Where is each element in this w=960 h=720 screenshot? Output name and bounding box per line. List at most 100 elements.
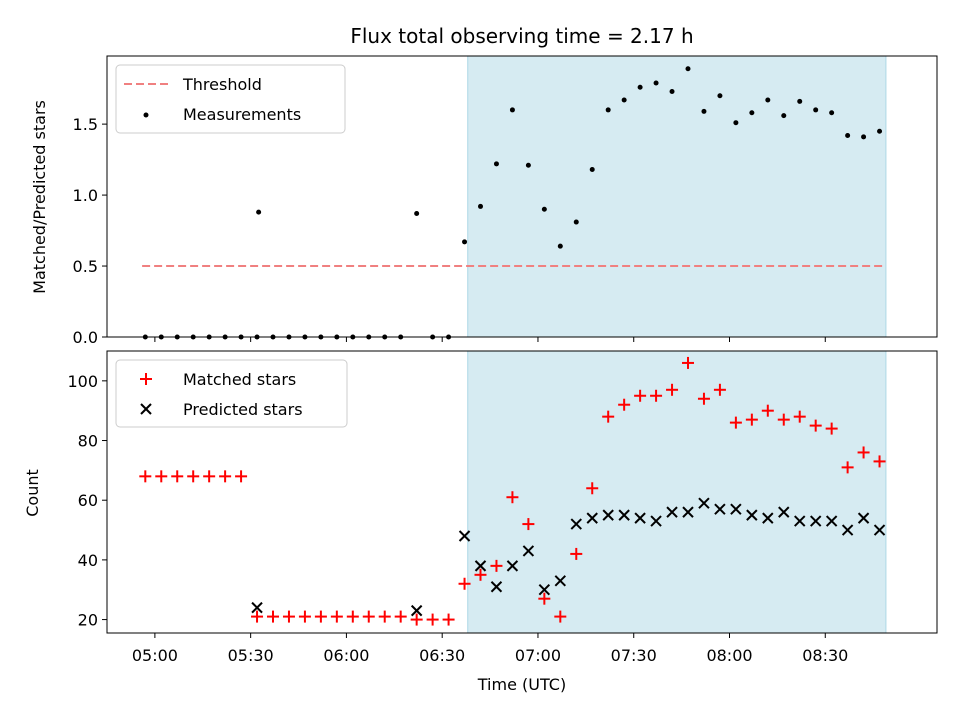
matched-star-point	[251, 610, 264, 623]
legend-matched-swatch	[140, 373, 152, 385]
top-y-tick-label: 0.0	[73, 328, 98, 347]
predicted-star-point	[251, 601, 263, 614]
chart-title: Flux total observing time = 2.17 h	[350, 24, 693, 48]
matched-star-point	[634, 389, 647, 402]
matched-star-point	[378, 610, 391, 623]
measurement-point	[797, 98, 803, 104]
x-tick-label: 05:00	[132, 646, 178, 665]
x-tick-label: 08:00	[706, 646, 752, 665]
measurement-point	[637, 84, 643, 90]
legend-predicted-swatch	[140, 403, 152, 415]
matched-star-point	[330, 610, 343, 623]
measurement-point	[541, 206, 547, 212]
predicted-star-point	[602, 509, 614, 521]
predicted-star-point	[586, 512, 598, 524]
matched-star-point	[522, 518, 535, 531]
matched-star-point	[618, 398, 631, 411]
matched-star-point	[394, 610, 407, 623]
measurement-point	[414, 211, 420, 217]
x-tick-label: 08:30	[802, 646, 848, 665]
matched-star-point	[777, 413, 790, 426]
measurement-point	[861, 134, 867, 140]
top-shaded-region	[467, 55, 887, 338]
predicted-star-point	[730, 503, 742, 515]
measurement-point	[525, 162, 531, 168]
predicted-star-point	[650, 515, 662, 527]
predicted-star-point	[634, 512, 646, 524]
bottom-y-tick-label: 80	[78, 432, 98, 451]
matched-star-point	[538, 592, 551, 605]
legend-matched-label: Matched stars	[183, 370, 296, 389]
predicted-stars-series	[251, 497, 886, 617]
matched-star-point	[346, 610, 359, 623]
x-tick-label: 07:30	[611, 646, 657, 665]
bottom-legend: Matched stars Predicted stars	[115, 359, 348, 428]
x-tick-label: 06:00	[323, 646, 369, 665]
matched-star-point	[139, 470, 152, 483]
bottom-axes-frame	[106, 350, 938, 634]
measurement-point	[765, 97, 771, 103]
bottom-y-axis-label: Count	[23, 469, 42, 517]
predicted-star-point	[570, 518, 582, 530]
x-tick-label: 06:30	[419, 646, 465, 665]
matched-star-point	[362, 610, 375, 623]
measurement-point	[845, 132, 851, 138]
matched-star-point	[713, 383, 726, 396]
legend-threshold-label: Threshold	[182, 75, 262, 94]
measurement-point	[733, 120, 739, 126]
matched-star-point	[729, 416, 742, 429]
predicted-star-point	[554, 575, 567, 587]
matched-star-point	[586, 482, 599, 495]
matched-star-point	[187, 470, 200, 483]
measurement-point	[256, 209, 262, 215]
measurement-point	[605, 107, 611, 113]
matched-star-point	[442, 613, 455, 626]
top-x-ticks	[154, 337, 826, 342]
matched-star-point	[203, 470, 216, 483]
legend-measurements-label: Measurements	[183, 105, 301, 124]
bottom-panel: 20 40 60 80 100 05:00 05:30 06:00 06:30 07:00 07:…	[23, 350, 938, 694]
matched-stars-series	[139, 356, 886, 626]
predicted-star-point	[538, 584, 551, 596]
matched-star-point	[793, 410, 806, 423]
measurement-point	[478, 203, 483, 209]
matched-star-point	[314, 610, 327, 623]
top-y-tick-label: 0.5	[73, 257, 98, 276]
measurement-point	[877, 128, 883, 134]
predicted-star-point	[762, 512, 774, 524]
measurement-point	[813, 107, 819, 113]
matched-star-point	[298, 610, 311, 623]
bottom-y-tick-label: 60	[78, 491, 98, 510]
predicted-star-point	[809, 515, 822, 527]
predicted-star-point	[857, 512, 870, 524]
top-legend-box	[115, 64, 346, 134]
measurement-point	[509, 107, 515, 113]
predicted-star-point	[825, 515, 838, 527]
top-panel: 0.0 0.5 1.0 1.5 Matched/Predicted stars Thr…	[30, 55, 938, 347]
measurement-point	[685, 66, 691, 72]
measurement-point	[653, 80, 659, 86]
bottom-y-tick-label: 100	[67, 372, 98, 391]
bottom-x-ticks: 05:00 05:30 06:00 06:30 07:00 07:30 08:00 08:30	[132, 633, 848, 665]
matched-star-point	[697, 392, 710, 405]
x-tick-label: 07:00	[515, 646, 561, 665]
matched-star-point	[825, 422, 838, 435]
top-y-tick-label: 1.0	[73, 186, 98, 205]
bottom-y-ticks: 20 40 60 80 100	[67, 372, 107, 630]
measurement-point	[573, 219, 579, 225]
legend-measurements-swatch	[143, 112, 149, 118]
matched-star-point	[602, 410, 615, 423]
matched-star-point	[873, 455, 886, 468]
bottom-y-tick-label: 20	[78, 611, 98, 630]
measurement-point	[589, 167, 595, 173]
matched-star-point	[570, 547, 583, 560]
measurement-point	[829, 110, 835, 116]
predicted-star-point	[474, 560, 487, 572]
top-axes-frame	[106, 55, 938, 338]
matched-star-point	[490, 559, 503, 572]
matched-star-point	[745, 413, 758, 426]
matched-star-point	[761, 404, 774, 417]
predicted-star-point	[666, 506, 678, 518]
top-legend: Threshold Measurements	[115, 64, 346, 134]
